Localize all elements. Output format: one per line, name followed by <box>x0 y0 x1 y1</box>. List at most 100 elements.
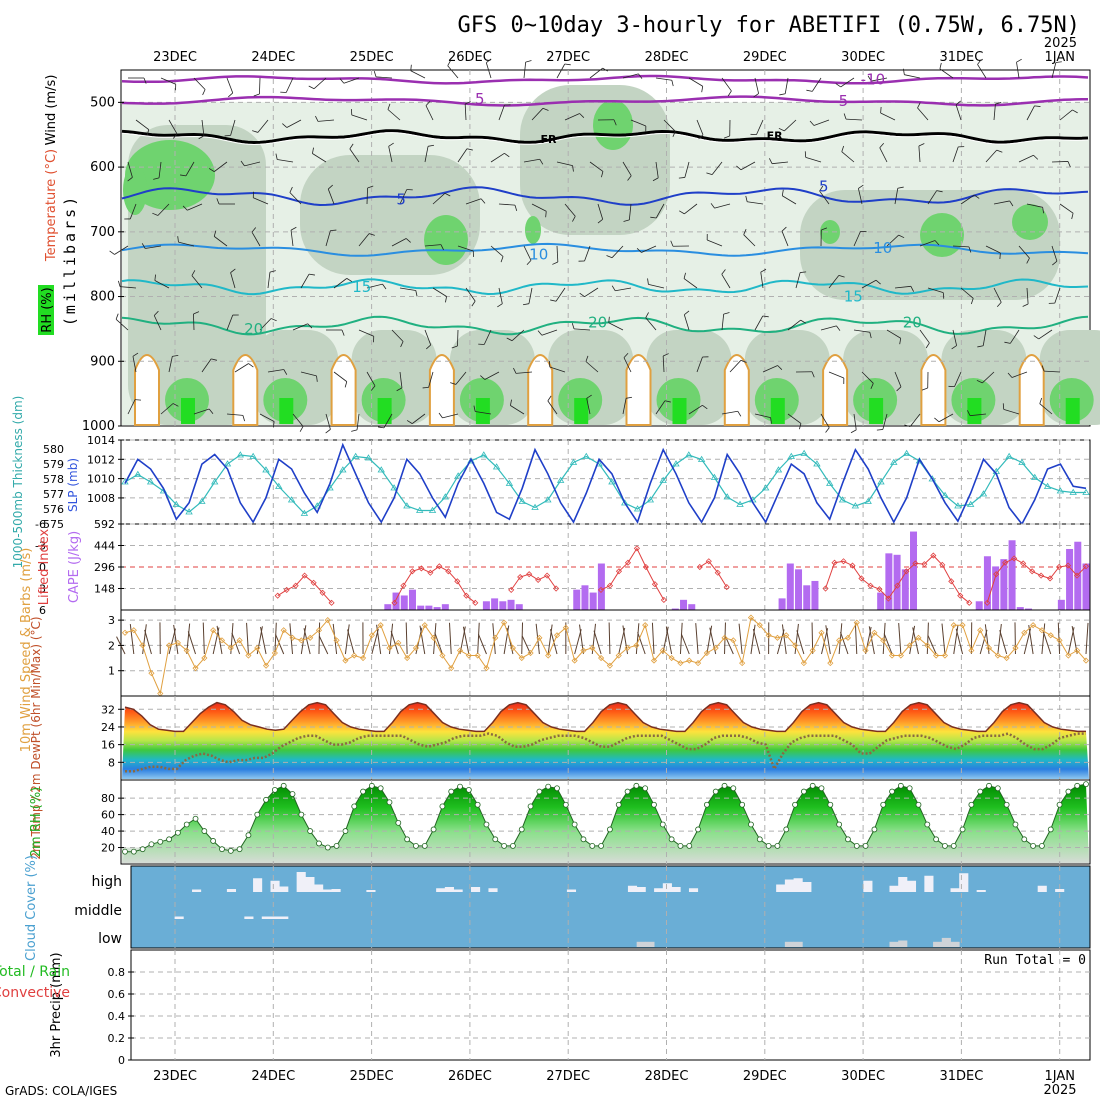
wind-barb-flag <box>904 424 911 427</box>
rh-point <box>245 832 252 839</box>
thickness-point <box>1018 458 1026 465</box>
wind-speed-point <box>862 647 869 654</box>
wind-barb-staff <box>366 371 376 387</box>
cloud-bar-high <box>863 880 873 892</box>
wind-barb-flag <box>387 103 391 110</box>
wind-barb-flag <box>571 323 575 330</box>
cape-bar <box>441 604 449 610</box>
cape-bar <box>1008 540 1016 610</box>
wind-barb-flag <box>934 240 940 246</box>
wind-barb-staff <box>721 77 732 92</box>
rh-point <box>448 788 455 795</box>
wind-barb <box>593 630 602 655</box>
wind-speed-point <box>836 637 843 644</box>
wind-barb-flag <box>1041 365 1045 372</box>
wind-barb-staff <box>861 279 877 289</box>
cloud-bar-low <box>950 941 960 947</box>
wind-barb-flag <box>627 175 632 181</box>
wind-barb-staff <box>259 413 275 422</box>
wind-barb-flag <box>825 427 830 433</box>
wind-barb-flag <box>1071 213 1074 220</box>
wind-barb <box>344 624 350 655</box>
cape-bar <box>1016 607 1024 610</box>
rh-point <box>1056 801 1063 808</box>
wind-barb-flag <box>349 143 354 150</box>
wind-barb-flag <box>925 342 930 349</box>
wind-barb-staff <box>230 272 236 289</box>
rh-point <box>148 841 155 848</box>
wind-barb-flag <box>869 332 872 339</box>
wind-barb-flag <box>289 186 293 193</box>
wind-barb-flag <box>253 93 260 97</box>
rh-point <box>845 836 851 843</box>
wind-barb-flag <box>970 298 974 305</box>
wind-barb <box>419 625 426 655</box>
date-label: 23DEC <box>153 1069 197 1084</box>
rh-blob <box>279 398 294 424</box>
thickness-tick-label: 577 <box>43 488 64 501</box>
wind-barb <box>230 623 234 655</box>
wind-barb <box>979 629 988 655</box>
cloud-bar-low <box>793 941 803 947</box>
wind-barb <box>1028 625 1034 655</box>
wind-barb <box>318 636 329 655</box>
wind-barb-flag <box>141 243 146 249</box>
wind-barb-flag <box>273 421 275 428</box>
cloud-bar-middle <box>261 916 271 919</box>
lifted-index-point <box>615 568 623 575</box>
wind-barb-flag <box>117 280 121 287</box>
wind-barb-staff <box>531 203 547 212</box>
wind-barb-staff <box>313 77 327 90</box>
lifted-index-point <box>912 560 919 567</box>
contour-label: FR <box>767 130 784 143</box>
lifted-index-point <box>885 595 892 602</box>
li-tick-label: -6 <box>35 518 46 531</box>
rh-point <box>792 801 798 808</box>
rh-point <box>880 801 887 808</box>
wind-barb-staff <box>411 413 426 424</box>
wind-barb-staff <box>425 105 434 121</box>
tick-label: 32 <box>101 703 115 716</box>
temperature-series <box>124 701 1086 773</box>
cloud-bar-high <box>436 888 446 892</box>
wind-barb-flag <box>727 90 732 97</box>
rh-point <box>413 842 419 849</box>
wind-barb-staff <box>244 161 261 167</box>
wind-speed-point <box>271 649 278 657</box>
wind-barb-flag <box>240 160 245 167</box>
ylabel-temperature: Temperature (°C) <box>44 149 59 262</box>
wind-barb-staff <box>985 245 1001 254</box>
wind-barb-flag <box>760 268 767 273</box>
lifted-index-point <box>723 584 730 591</box>
rh-point <box>642 785 649 792</box>
wind-barb-flag <box>876 429 883 431</box>
thickness-point <box>275 482 283 489</box>
wind-speed-point <box>359 654 367 662</box>
wind-speed-point <box>395 639 402 646</box>
wind-barb-staff <box>531 108 544 121</box>
wind-barb-flag <box>710 203 715 209</box>
cape-bar <box>877 592 885 610</box>
wind-barb-staff <box>714 203 731 209</box>
wind-speed-point <box>562 624 569 631</box>
li-tick-label: 3 <box>39 583 46 596</box>
rh-blob <box>1065 398 1080 424</box>
upper-air-panel: -10 5 5 FR FR 5 5 10 10 15 15 20 20 20 500 600 700 800 90… <box>38 58 1100 434</box>
wind-barb-flag <box>1033 154 1039 160</box>
wind-barb-flag <box>778 127 785 132</box>
ylabel-wind: Wind (m/s) <box>44 75 59 146</box>
rh-point <box>1021 836 1028 843</box>
date-label: 26DEC <box>448 50 492 65</box>
wind-barb-staff <box>787 319 801 331</box>
wind-barb-staff <box>528 287 533 304</box>
wind-barb <box>260 626 267 655</box>
date-label: 23DEC <box>153 50 197 65</box>
wind-barb-flag <box>213 230 217 237</box>
pressure-axis: 500 600 700 800 900 1000 <box>82 95 124 434</box>
wind-barb-staff <box>743 234 756 247</box>
wind-barb-staff <box>464 104 467 121</box>
cape-bar <box>811 580 819 610</box>
wind-barb <box>752 628 761 655</box>
wind-speed-point <box>756 622 763 629</box>
lifted-index-point <box>696 563 703 571</box>
